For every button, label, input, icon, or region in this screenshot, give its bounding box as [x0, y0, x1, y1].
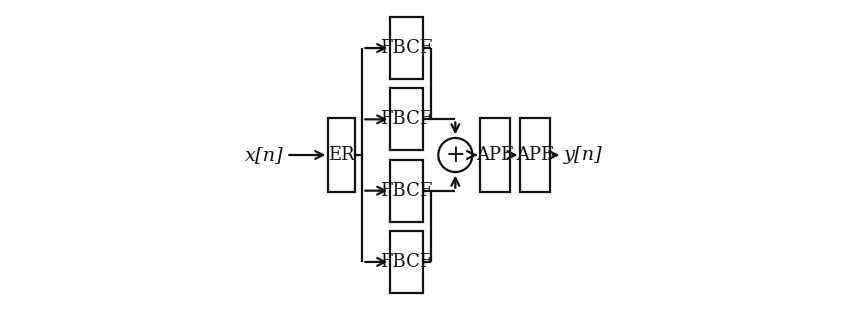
Bar [329, 118, 354, 192]
Text: APF: APF [476, 146, 514, 164]
Text: APF: APF [517, 146, 554, 164]
Bar [390, 160, 423, 222]
Text: +: + [445, 144, 465, 166]
Text: FBCF: FBCF [380, 182, 432, 200]
Bar [390, 88, 423, 150]
Text: x[n]: x[n] [245, 146, 283, 164]
Text: FBCF: FBCF [380, 110, 432, 128]
Bar [390, 231, 423, 293]
Bar [521, 118, 550, 192]
Text: FBCF: FBCF [380, 253, 432, 271]
Text: y[n]: y[n] [564, 146, 602, 164]
Bar [480, 118, 510, 192]
Text: ER: ER [328, 146, 354, 164]
Text: FBCF: FBCF [380, 39, 432, 57]
Bar [390, 17, 423, 79]
